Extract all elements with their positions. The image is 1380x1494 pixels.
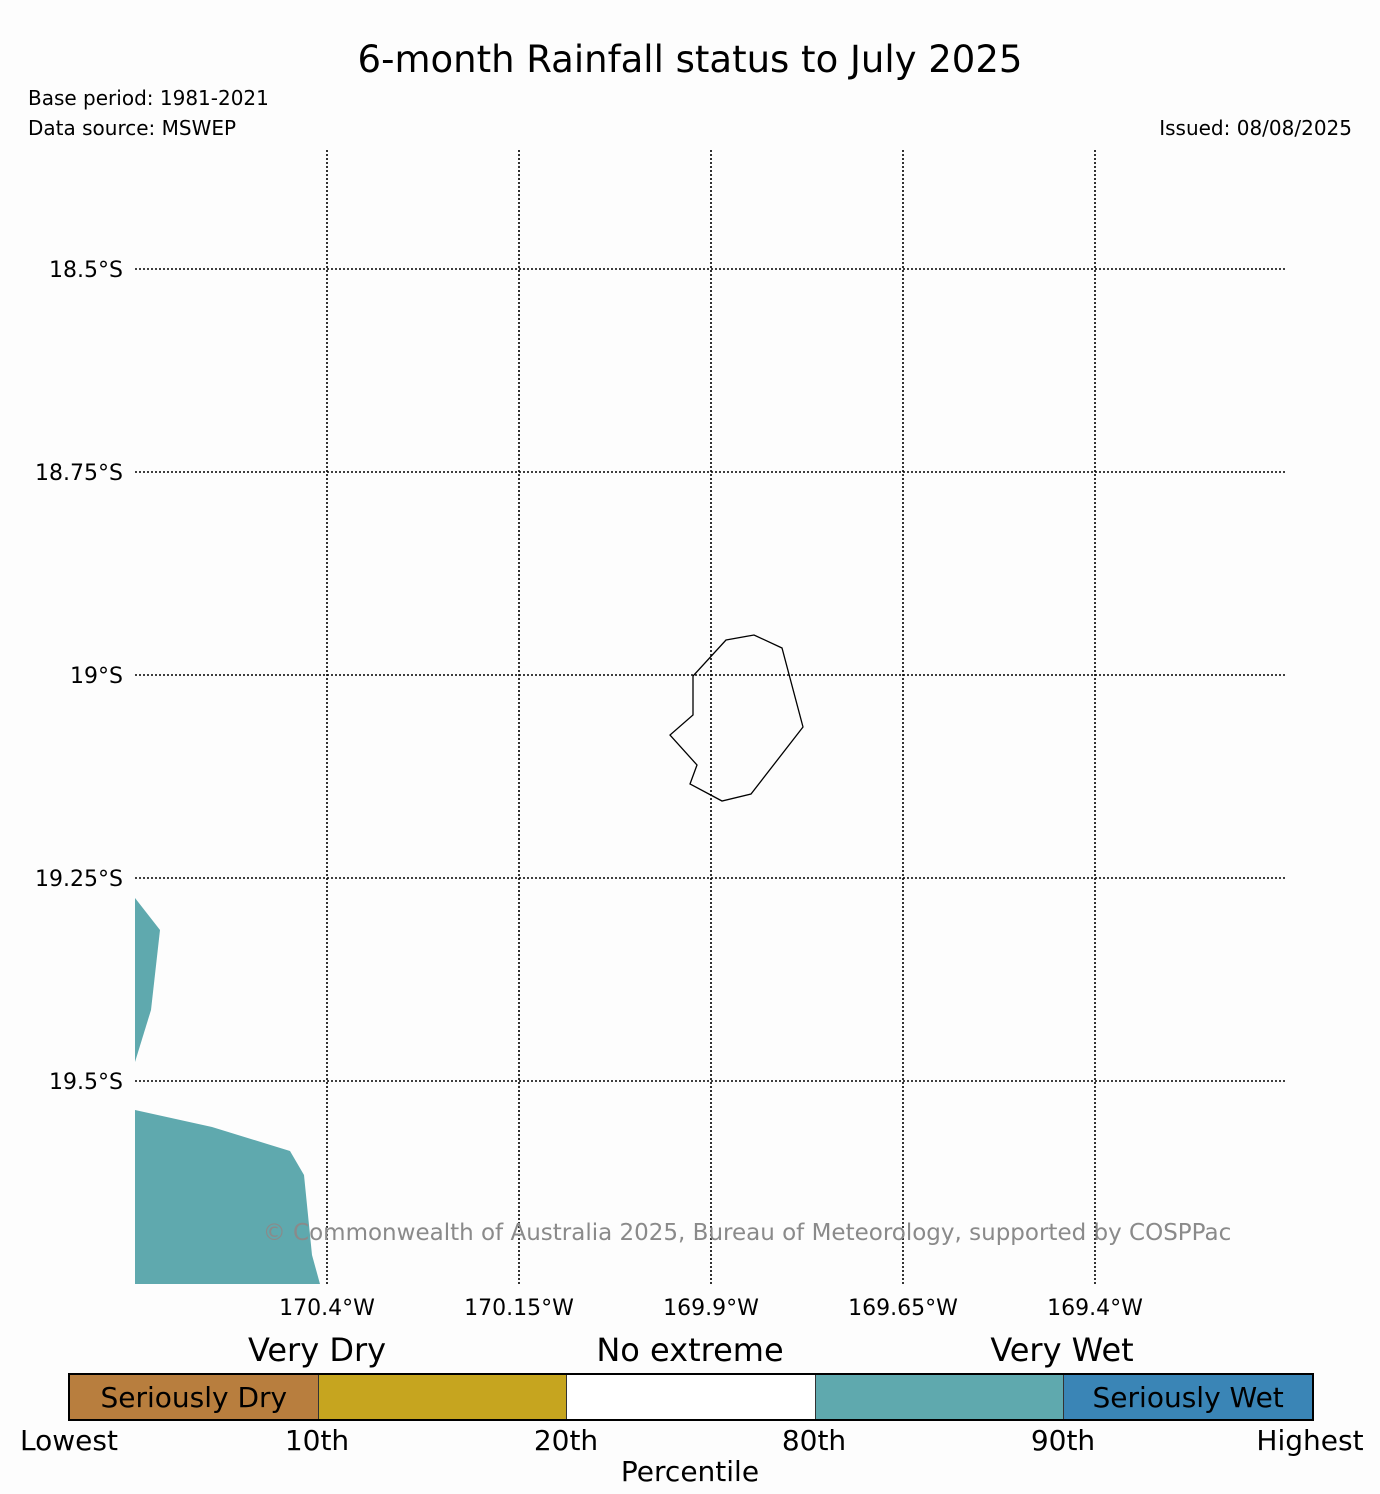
- legend-tick-80th: 80th: [781, 1424, 847, 1457]
- issued-date-text: Issued: 08/08/2025: [1159, 116, 1352, 140]
- lat-label-19s: 19°S: [70, 664, 123, 689]
- lat-label-18-5s: 18.5°S: [49, 258, 123, 283]
- base-period-text: Base period: 1981-2021: [28, 86, 269, 110]
- lon-label-169-9w: 169.9°W: [663, 1296, 759, 1321]
- latitude-gridlines: [135, 268, 1285, 1082]
- legend-tick-highest: Highest: [1256, 1424, 1364, 1457]
- legend-very-dry-band: [318, 1375, 568, 1419]
- lat-label-18-75s: 18.75°S: [35, 461, 123, 486]
- longitude-gridlines: [326, 150, 1096, 1284]
- copyright-notice: © Commonwealth of Australia 2025, Bureau…: [263, 1220, 1232, 1246]
- legend-group-very-dry: Very Dry: [247, 1331, 387, 1369]
- legend-very-wet-band: [815, 1375, 1065, 1419]
- legend-tick-10th: 10th: [284, 1424, 350, 1457]
- legend-tick-20th: 20th: [533, 1424, 599, 1457]
- lon-label-170-4w: 170.4°W: [279, 1296, 375, 1321]
- legend-axis-label: Percentile: [620, 1455, 760, 1488]
- map-title: 6-month Rainfall status to July 2025: [357, 38, 1023, 81]
- island-outline: [669, 634, 804, 802]
- legend-tick-90th: 90th: [1030, 1424, 1096, 1457]
- legend-group-no-extreme: No extreme: [596, 1331, 784, 1369]
- data-source-text: Data source: MSWEP: [28, 116, 237, 140]
- legend-seriously-wet: Seriously Wet: [1064, 1375, 1312, 1419]
- legend-group-very-wet: Very Wet: [990, 1331, 1134, 1369]
- lon-label-169-4w: 169.4°W: [1047, 1296, 1143, 1321]
- legend-colorbar: Seriously Dry Seriously Wet: [68, 1373, 1314, 1421]
- legend-seriously-dry: Seriously Dry: [70, 1375, 319, 1419]
- lon-label-170-15w: 170.15°W: [464, 1296, 574, 1321]
- lon-label-169-65w: 169.65°W: [848, 1296, 958, 1321]
- lat-label-19-25s: 19.25°S: [35, 867, 123, 892]
- legend-no-extreme-band: [567, 1375, 816, 1419]
- lat-label-19-5s: 19.5°S: [49, 1070, 123, 1095]
- legend-tick-lowest: Lowest: [20, 1424, 118, 1457]
- wet-region-lower-left: [135, 1110, 320, 1284]
- rainfall-map: 18.5°S 18.75°S 19°S 19.25°S 19.5°S 170.4…: [35, 150, 1285, 1321]
- wet-region-upper-left: [135, 898, 160, 1062]
